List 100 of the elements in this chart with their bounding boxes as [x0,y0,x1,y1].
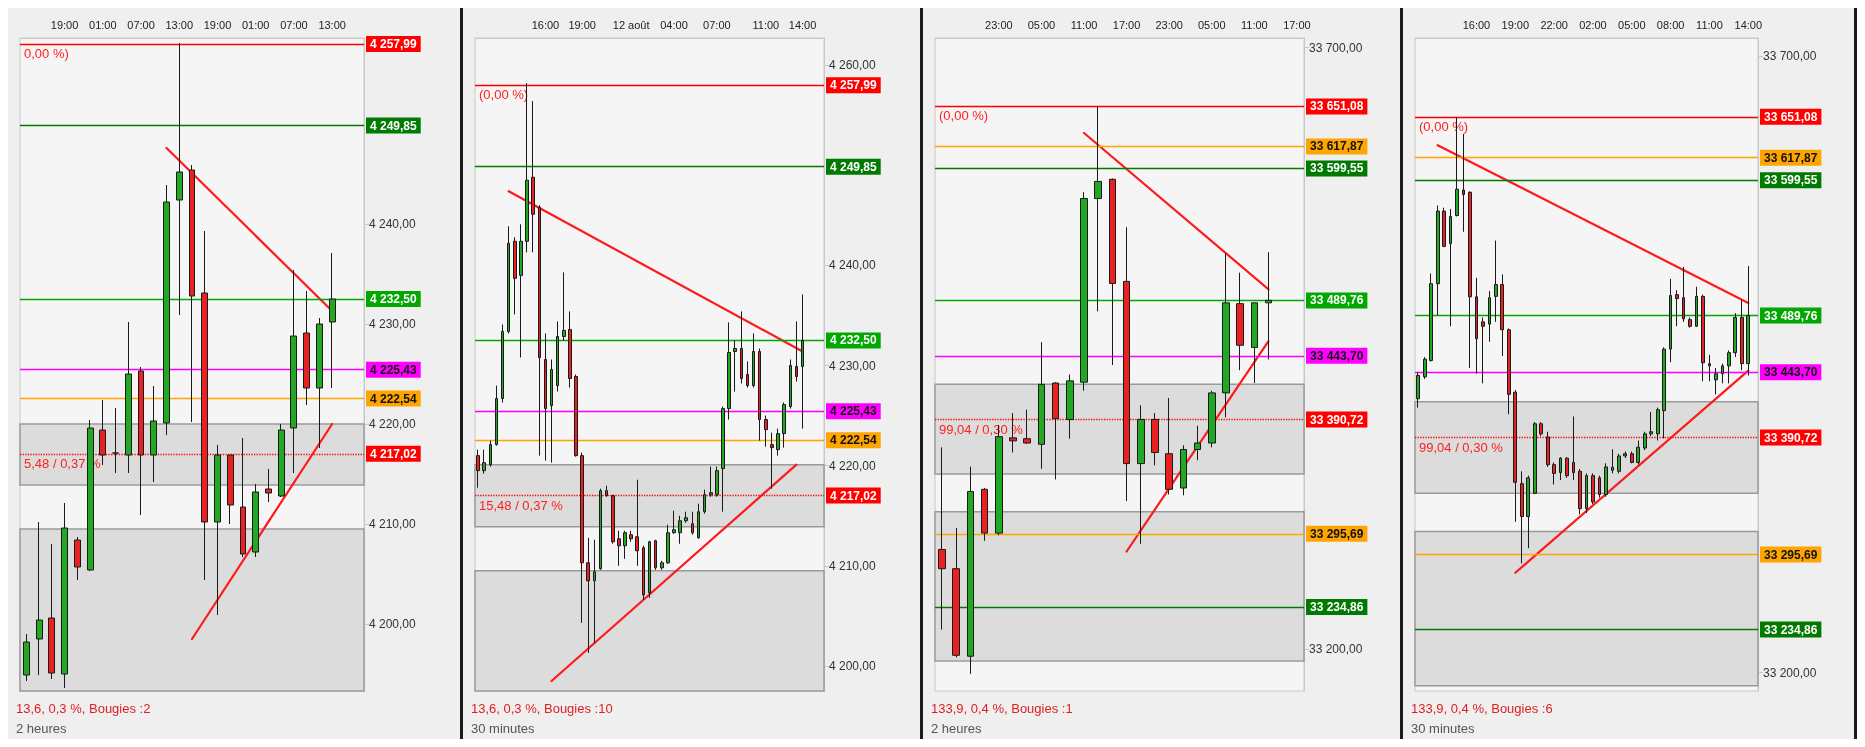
candlestick [1675,289,1679,327]
x-tick-label: 19:00 [203,18,232,31]
x-tick-label: 11:00 [1070,18,1098,31]
candlestick [1436,204,1440,316]
candlestick [1695,286,1698,328]
candlestick [697,503,700,540]
candlestick [1507,327,1511,415]
x-tick-label: 17:00 [1112,18,1141,31]
candlestick [1623,450,1627,459]
candlestick [1429,273,1433,362]
x-tick-label: 01:00 [89,18,117,31]
candlestick [776,428,780,457]
ref-line-label: 4 232,50 [370,292,418,306]
ref-line-label: 4 257,99 [370,37,418,52]
x-tick-label: 07:00 [703,18,731,31]
candlestick [1442,207,1446,248]
candlestick [513,236,517,315]
candlestick [574,374,578,458]
text: 2 heures [16,721,68,736]
candlestick [764,415,768,448]
candlestick [1598,475,1601,499]
x-tick-label: 22:00 [1540,18,1568,31]
candlestick [150,385,157,483]
candlestick [758,347,761,442]
candlestick [1109,177,1116,366]
candlestick [556,320,559,393]
ref-line-label: 4 225,43 [370,362,418,377]
candlestick [642,545,645,601]
candlestick [201,230,208,581]
candlestick [316,317,323,449]
x-tick-label: 01:00 [241,18,270,31]
candlestick [138,366,144,516]
ref-line-label: 33 489,76 [1764,308,1818,323]
text: 13,6, 0,3 %, Bougies :10 [471,701,613,716]
ref-line-label: 33 295,69 [1764,547,1818,562]
candlestick [770,432,774,490]
candlestick [660,560,664,571]
candlestick [1468,190,1472,369]
candlestick [1565,456,1569,479]
candlestick [611,494,615,545]
candlestick [519,223,523,358]
candlestick [586,537,590,654]
x-tick-label: 19:00 [1501,18,1530,31]
candlestick [746,361,749,389]
annotation: 15,48 / 0,37 % [479,497,564,513]
candlestick [691,511,694,536]
candlestick [482,449,486,475]
x-tick-label: 14:00 [788,18,817,31]
x-tick-label: 11:00 [1240,18,1268,31]
y-tick-label: 4 200,00 [369,617,417,631]
candlestick [782,402,786,449]
candlestick [727,321,731,421]
candlestick [1669,278,1672,363]
candlestick [1520,470,1524,564]
candlestick [176,42,183,316]
y-tick-label: 33 200,00 [1763,665,1817,680]
candlestick [952,527,960,658]
ref-line-label: 4 222,54 [830,433,878,448]
candlestick [214,444,221,616]
x-tick-label: 17:00 [1283,18,1311,31]
ref-line-label: 33 234,86 [1764,622,1818,637]
ref-line-label: 4 249,85 [370,118,418,133]
candlestick [99,399,106,466]
candlestick [1236,272,1244,371]
y-tick-label: 4 240,00 [369,217,417,231]
candlestick [1721,363,1724,384]
x-tick-label: 13:00 [318,18,346,31]
candlestick [721,406,725,513]
x-tick-label: 07:00 [127,18,155,31]
candlestick [74,536,81,581]
ref-line-label: 4 217,02 [830,488,878,503]
candlestick [623,530,627,560]
ref-line-label: 33 390,72 [1310,412,1364,427]
candlestick [1578,468,1582,515]
ref-line-label: 33 651,08 [1310,99,1364,114]
ref-line-label: 33 390,72 [1764,430,1818,445]
candlestick [265,468,272,503]
x-tick-label: 05:00 [1197,18,1226,31]
candlestick [733,339,737,393]
candlestick [1630,450,1634,464]
candlestick [544,332,547,462]
x-tick-label: 12 août [612,18,650,31]
candlestick [538,204,541,457]
candlestick [227,454,234,525]
candlestick [1701,294,1705,382]
x-tick-label: 04:00 [660,18,688,31]
candlestick [1481,316,1485,384]
x-tick-label: 02:00 [1579,18,1607,31]
candlestick [476,449,480,489]
y-tick-label: 4 260,00 [829,58,877,73]
candlestick [125,321,132,474]
x-tick-label: 19:00 [568,18,596,31]
candlestick [666,524,670,565]
candlestick [290,269,297,474]
candlestick [1151,412,1159,466]
candlestick [562,271,566,341]
candlestick [1052,381,1059,480]
x-tick-label: 07:00 [280,18,308,31]
text: 30 minutes [1411,721,1476,736]
candlestick [1513,389,1517,523]
